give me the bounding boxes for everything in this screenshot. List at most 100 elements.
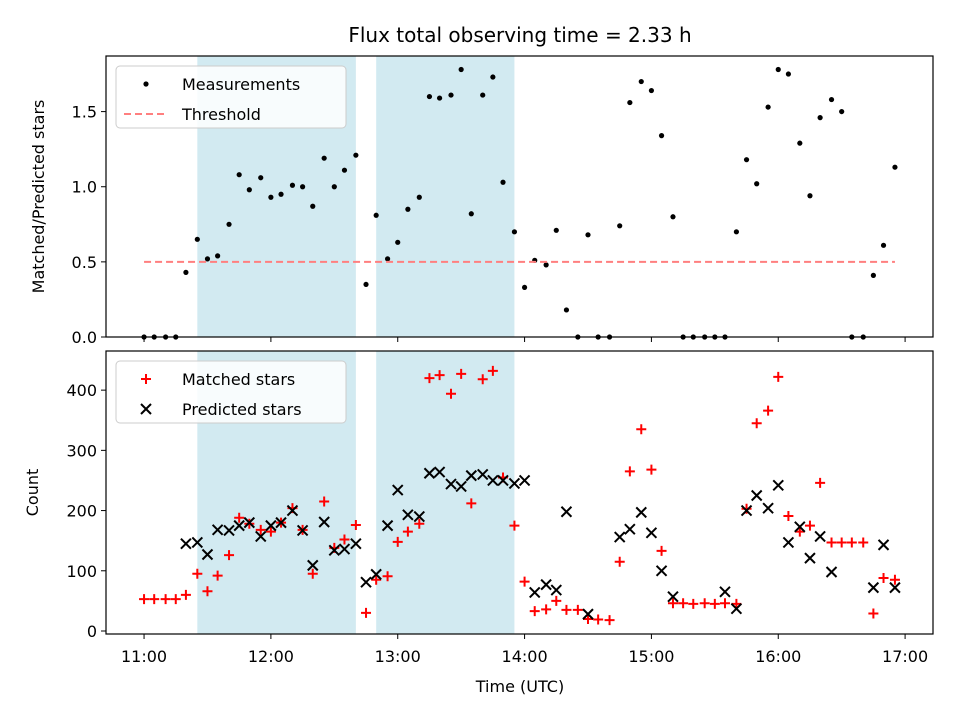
predicted-star-point [211, 524, 224, 536]
predicted-star-point [794, 521, 806, 533]
measurement-point [468, 211, 474, 217]
predicted-star-point [635, 506, 647, 519]
x-tick-label: 16:00 [755, 647, 801, 666]
matched-star-point [794, 526, 805, 537]
predicted-star-point [550, 584, 562, 596]
legend-box [115, 65, 347, 129]
matched-star-point [551, 595, 562, 606]
predicted-star-point [255, 530, 267, 543]
matched-star-point [361, 607, 372, 618]
measurement-point [416, 194, 422, 200]
predicted-star-point [338, 543, 351, 555]
chart-title: Flux total observing time = 2.33 h [348, 23, 691, 47]
matched-star-point [858, 537, 869, 548]
matched-star-point [656, 545, 667, 556]
matched-star-point [868, 608, 879, 619]
matched-star-point [509, 520, 520, 531]
predicted-star-point [529, 586, 541, 599]
matched-star-point [434, 370, 445, 381]
predicted-star-point [825, 566, 838, 578]
predicted-star-point [370, 568, 382, 581]
measurement-point [743, 157, 750, 163]
measurement-point [183, 269, 189, 275]
matched-star-point [836, 537, 847, 548]
measurement-point [638, 78, 644, 85]
measurement-point [480, 92, 486, 98]
predicted-star-point [867, 581, 880, 594]
matched-star-point [541, 604, 552, 615]
observing-window-1 [376, 351, 515, 634]
measurement-point [194, 236, 200, 242]
predicted-star-point [877, 539, 890, 551]
matched-star-point [307, 568, 318, 579]
matched-star-point [889, 574, 900, 585]
predicted-star-point [307, 559, 319, 572]
measurement-point [300, 184, 306, 190]
measurement-point [754, 181, 760, 187]
predicted-star-point [518, 474, 531, 487]
matched-star-point [804, 520, 815, 531]
matched-star-point [667, 598, 678, 609]
measurement-point [363, 281, 369, 288]
matched-star-point [319, 496, 330, 507]
measurement-point [321, 155, 327, 161]
matched-star-point [456, 368, 467, 379]
matched-star-point [604, 615, 615, 626]
matched-star-point [529, 606, 540, 617]
measurement-point [458, 66, 464, 73]
matched-star-point [699, 598, 710, 609]
matched-star-point [561, 604, 572, 615]
matched-star-point [582, 613, 593, 624]
predicted-star-point [402, 509, 414, 521]
predicted-star-point [286, 504, 299, 517]
predicted-star-point [508, 477, 521, 490]
measurement-point [353, 152, 359, 158]
y-tick-label: 200 [66, 502, 97, 521]
predicted-star-point [762, 502, 774, 514]
measurement-point [258, 175, 264, 181]
measurement-point [395, 239, 401, 245]
matched-star-point [593, 614, 604, 625]
predicted-star-point [750, 489, 763, 502]
y-tick-label: 0 [87, 622, 97, 641]
matched-star-point [202, 586, 213, 597]
matched-star-point [139, 594, 150, 605]
measurement-point [226, 221, 232, 227]
measurement-point [670, 214, 676, 220]
measurement-point [817, 115, 823, 121]
predicted-star-point [275, 516, 287, 529]
matched-star-point [678, 598, 689, 609]
y-tick-label: 300 [66, 441, 97, 460]
measurement-point [521, 284, 528, 291]
x-tick-label: 11:00 [121, 647, 167, 666]
predicted-star-point [328, 544, 341, 557]
predicted-star-point [730, 603, 743, 615]
matched-star-point [763, 405, 774, 416]
predicted-star-point [360, 576, 372, 588]
measurement-point [215, 253, 221, 259]
matched-star-point [392, 536, 403, 547]
predicted-star-point [296, 524, 309, 537]
legend-label: Predicted stars [182, 400, 302, 419]
measurement-point [553, 227, 559, 233]
matched-star-point [773, 371, 784, 382]
predicted-star-point [445, 478, 457, 490]
matched-star-point [265, 526, 276, 537]
predicted-star-point [191, 536, 204, 549]
legend-box [115, 360, 347, 424]
measurement-point [765, 104, 771, 110]
matched-star-point [878, 573, 889, 584]
y-tick-label: 1.5 [72, 103, 97, 122]
y-tick-label: 100 [66, 562, 97, 581]
measurement-point [511, 229, 518, 235]
matched-star-point [446, 388, 457, 399]
matched-star-point [170, 594, 181, 605]
matched-star-point [414, 518, 425, 529]
x-tick-label: 15:00 [628, 647, 674, 666]
matched-star-point [180, 589, 191, 600]
matched-star-point [731, 598, 742, 609]
measurement-point [373, 212, 379, 218]
measurement-point [310, 203, 316, 209]
predicted-star-point [265, 519, 277, 532]
matched-star-point [783, 510, 794, 521]
